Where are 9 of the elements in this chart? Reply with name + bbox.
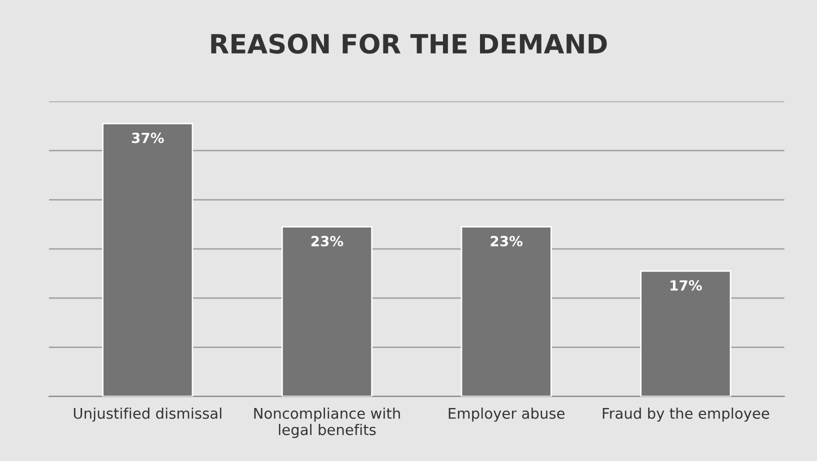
x-tick-label: Noncompliance with legal benefits	[254, 408, 400, 438]
x-tick-label: Unjustified dismissal	[74, 408, 222, 422]
data-label: 23%	[490, 236, 523, 246]
x-tick-label: Fraud by the employee	[602, 408, 770, 422]
chart-title: REASON FOR THE DEMAND	[211, 34, 607, 54]
data-label: 37%	[132, 132, 164, 144]
data-label: 23%	[311, 236, 344, 246]
data-label: 17%	[670, 280, 702, 291]
x-tick-label: Employer abuse	[448, 408, 565, 422]
